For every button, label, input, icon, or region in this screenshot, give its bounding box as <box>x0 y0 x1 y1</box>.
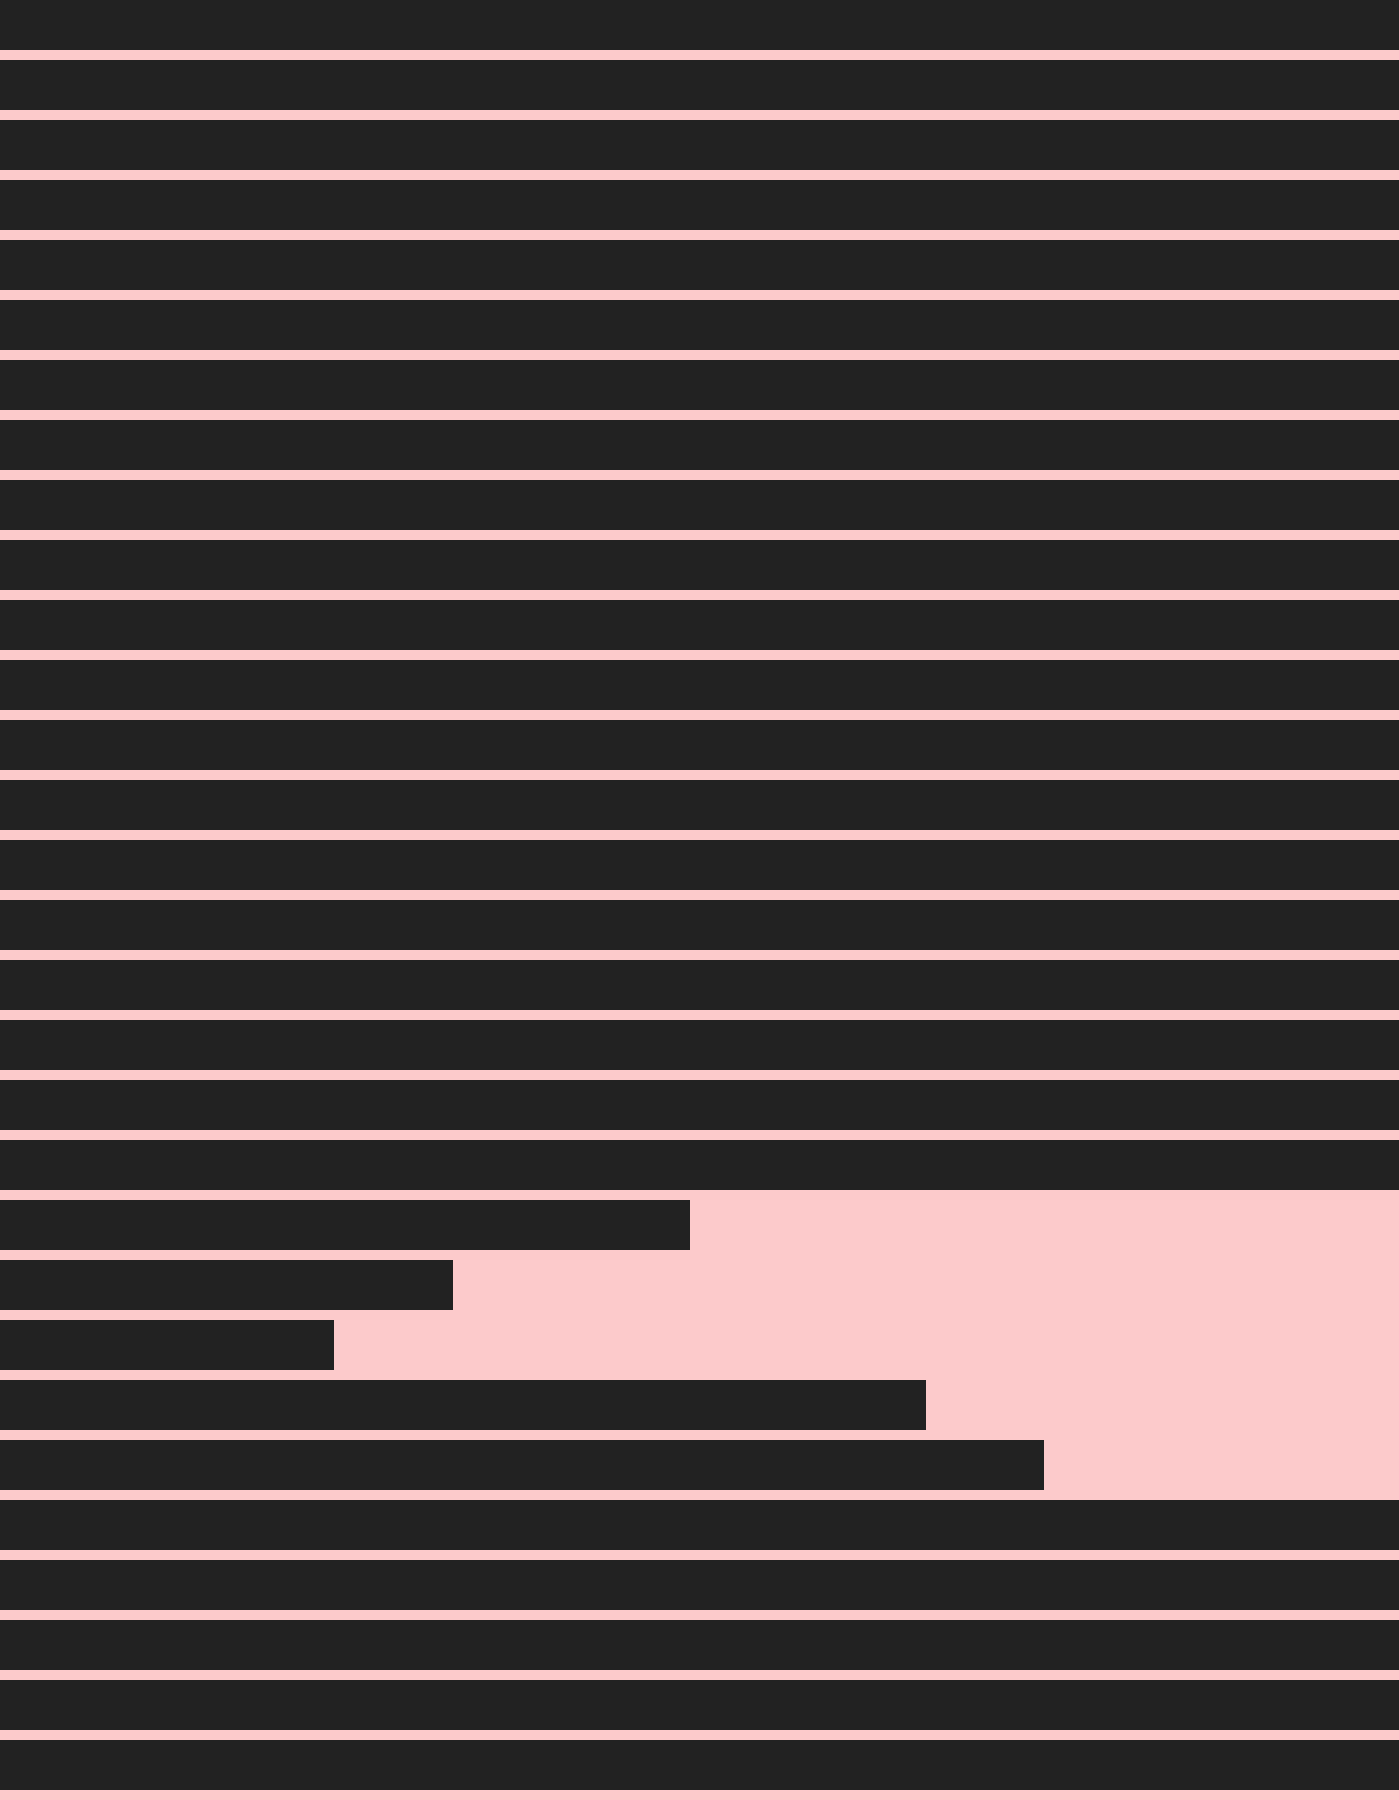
stripe-20 <box>0 1140 1399 1190</box>
stripe-5 <box>0 240 1399 290</box>
stripe-22 <box>0 1260 453 1310</box>
stripe-23 <box>0 1320 334 1370</box>
stripe-25 <box>0 1440 1044 1490</box>
stripe-11 <box>0 600 1399 650</box>
stripe-28 <box>0 1620 1399 1670</box>
stripe-18 <box>0 1020 1399 1070</box>
stripe-7 <box>0 360 1399 410</box>
stripe-30 <box>0 1740 1399 1790</box>
stripe-17 <box>0 960 1399 1010</box>
stripe-13 <box>0 720 1399 770</box>
stripe-24 <box>0 1380 926 1430</box>
stripe-9 <box>0 480 1399 530</box>
stripe-4 <box>0 180 1399 230</box>
stripe-6 <box>0 300 1399 350</box>
stripe-8 <box>0 420 1399 470</box>
stripe-26 <box>0 1500 1399 1550</box>
stripe-12 <box>0 660 1399 710</box>
stripe-1 <box>0 0 1399 50</box>
stripe-15 <box>0 840 1399 890</box>
stripe-21 <box>0 1200 690 1250</box>
stripe-3 <box>0 120 1399 170</box>
stripe-16 <box>0 900 1399 950</box>
stripe-29 <box>0 1680 1399 1730</box>
stripe-27 <box>0 1560 1399 1610</box>
stripe-10 <box>0 540 1399 590</box>
stripe-2 <box>0 60 1399 110</box>
stripe-14 <box>0 780 1399 830</box>
stripe-19 <box>0 1080 1399 1130</box>
